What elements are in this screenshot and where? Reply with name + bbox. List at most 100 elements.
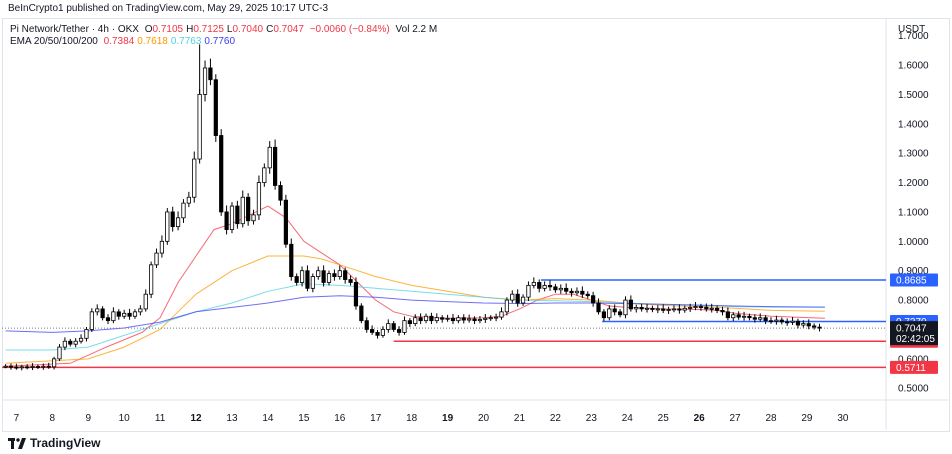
candle (445, 314, 450, 322)
candle (321, 265, 326, 287)
candle (337, 265, 342, 280)
ema-value-1: 0.7618 (137, 36, 168, 47)
candle-body (795, 320, 801, 326)
candle-body (202, 67, 208, 95)
tradingview-brand[interactable]: TradingView (8, 436, 100, 450)
candle-body (434, 317, 439, 322)
candle-body (515, 293, 520, 304)
candle-body (219, 135, 224, 213)
candle-body (601, 311, 607, 319)
candle (202, 60, 208, 102)
candle-body (537, 282, 542, 289)
candle-body (661, 308, 666, 311)
candle-body (175, 217, 181, 228)
x-tick-label: 7 (14, 413, 20, 424)
candle (219, 129, 224, 216)
candle-body (418, 317, 423, 322)
candle (175, 211, 181, 231)
candle-body (617, 311, 623, 316)
x-tick-label: 28 (765, 413, 777, 424)
candle (790, 316, 795, 325)
candle-body (396, 329, 402, 333)
candle (704, 303, 709, 312)
candle (736, 311, 741, 320)
candle (305, 265, 310, 292)
y-tick-label: 1.1000 (898, 207, 929, 218)
candle-body (569, 290, 574, 294)
x-tick-label: 30 (837, 413, 849, 424)
x-tick-label: 24 (622, 413, 634, 424)
candle (229, 202, 235, 234)
ema-value-2: 0.7763 (170, 36, 202, 47)
candle-body (790, 320, 795, 323)
candle (25, 364, 30, 370)
candle-body (741, 315, 747, 318)
candle-body (273, 146, 278, 186)
candle-body (246, 196, 251, 222)
candle (715, 305, 720, 314)
candle-body (305, 270, 310, 289)
candle (488, 315, 493, 321)
candle-body (520, 296, 526, 304)
candle (262, 163, 267, 187)
candle (747, 313, 752, 321)
candle (661, 304, 666, 314)
candle (35, 364, 41, 370)
candle-body (310, 276, 315, 289)
candle (116, 309, 121, 320)
candle (510, 290, 515, 303)
x-tick-label: 29 (801, 413, 813, 424)
candle-body (380, 329, 386, 336)
candle (73, 338, 78, 348)
y-tick-label: 1.2000 (898, 178, 929, 189)
x-tick-label: 15 (298, 413, 310, 424)
candle (477, 316, 483, 324)
candle-body (510, 293, 515, 301)
candle (440, 315, 445, 323)
x-tick-label: 14 (262, 413, 274, 424)
ohlc-values: O0.7105 H0.7125 L0.7040 C0.7047 (145, 24, 307, 35)
candle (574, 287, 580, 296)
candle-body (472, 318, 477, 322)
candle-body (429, 315, 434, 322)
candle-body (386, 323, 391, 330)
x-tick-label: 12 (190, 413, 202, 424)
candle (149, 261, 154, 299)
candle (418, 313, 423, 325)
change-value: −0.0060 (−0.84%) (309, 24, 390, 35)
countdown-label: 02:42:05 (896, 334, 935, 345)
candle (208, 58, 213, 86)
candle (569, 288, 574, 297)
candle-body (353, 282, 359, 307)
candle-body (580, 290, 585, 295)
x-tick-label: 19 (442, 413, 454, 424)
x-tick-label: 22 (550, 413, 562, 424)
y-tick-label: 1.4000 (898, 119, 929, 130)
candle-body (370, 329, 375, 333)
candle-body (650, 307, 655, 310)
candle-body (100, 308, 105, 319)
candle (159, 235, 165, 258)
price-chart[interactable]: 0.50000.60000.70000.80000.90001.00001.10… (2, 18, 948, 430)
level-price-label: 0.5711 (896, 363, 926, 374)
candle (585, 291, 590, 299)
candle (774, 315, 779, 325)
candle (386, 319, 391, 333)
candle-body (359, 305, 364, 322)
candle (213, 74, 218, 142)
candle-body (316, 270, 321, 277)
candle-body (623, 299, 628, 316)
y-tick-label: 0.6000 (898, 354, 929, 365)
candle (758, 313, 763, 322)
candle (359, 303, 364, 324)
candle-body (725, 311, 730, 319)
y-tick-label: 1.6000 (898, 61, 929, 72)
candle-body (407, 320, 412, 324)
candle-body (526, 284, 531, 298)
candle-body (159, 240, 165, 254)
x-tick-label: 23 (586, 413, 598, 424)
candle (634, 304, 639, 313)
candle (391, 321, 396, 332)
ohlc-h: H0.7125 (186, 24, 224, 35)
candle (316, 266, 321, 280)
